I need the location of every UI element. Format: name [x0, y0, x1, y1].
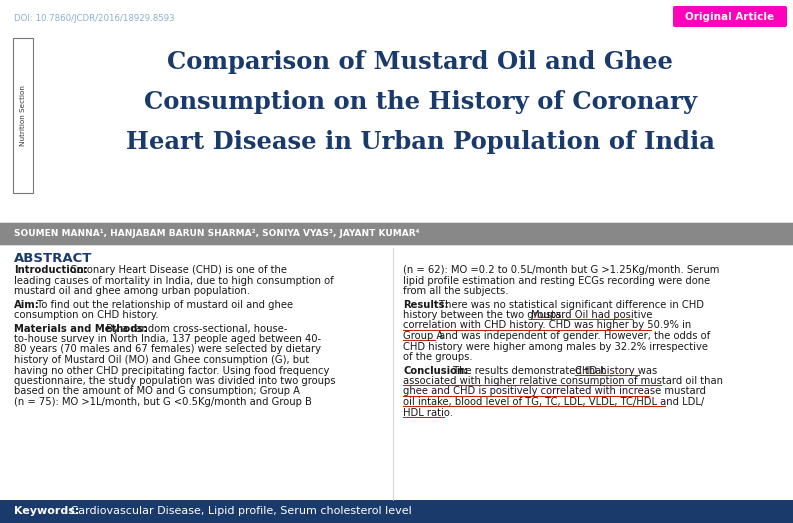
FancyBboxPatch shape: [673, 6, 787, 27]
Text: having no other CHD precipitating factor. Using food frequency: having no other CHD precipitating factor…: [14, 366, 329, 376]
Text: associated with higher relative consumption of mustard oil than: associated with higher relative consumpt…: [403, 376, 723, 386]
Text: Coronary Heart Disease (CHD) is one of the: Coronary Heart Disease (CHD) is one of t…: [67, 265, 287, 275]
Text: to-house survey in North India, 137 people aged between 40-: to-house survey in North India, 137 peop…: [14, 334, 321, 344]
Text: (n = 62): MO =0.2 to 0.5L/month but G >1.25Kg/month. Serum: (n = 62): MO =0.2 to 0.5L/month but G >1…: [403, 265, 719, 275]
Bar: [0, 223, 793, 245]
Text: from all the subjects.: from all the subjects.: [403, 286, 508, 296]
Text: Conclusion:: Conclusion:: [403, 366, 468, 376]
Text: The results demonstrated that: The results demonstrated that: [450, 366, 608, 376]
Text: Cardiovascular Disease, Lipid profile, Serum cholesterol level: Cardiovascular Disease, Lipid profile, S…: [67, 506, 412, 517]
Text: lipid profile estimation and resting ECGs recording were done: lipid profile estimation and resting ECG…: [403, 276, 711, 286]
Text: CHD history were higher among males by 32.2% irrespective: CHD history were higher among males by 3…: [403, 342, 708, 351]
Text: HDL ratio.: HDL ratio.: [403, 407, 453, 417]
Text: ABSTRACT: ABSTRACT: [14, 252, 92, 265]
FancyBboxPatch shape: [13, 38, 33, 193]
Text: Keywords:: Keywords:: [14, 506, 79, 517]
Text: Results:: Results:: [403, 300, 449, 310]
Text: There was no statistical significant difference in CHD: There was no statistical significant dif…: [436, 300, 704, 310]
Bar: [0, 500, 793, 523]
Text: (n = 75): MO >1L/month, but G <0.5Kg/month and Group B: (n = 75): MO >1L/month, but G <0.5Kg/mon…: [14, 397, 312, 407]
Text: To find out the relationship of mustard oil and ghee: To find out the relationship of mustard …: [34, 300, 293, 310]
Text: mustard oil and ghee among urban population.: mustard oil and ghee among urban populat…: [14, 286, 250, 296]
Text: consumption on CHD history.: consumption on CHD history.: [14, 310, 159, 320]
Text: questionnaire, the study population was divided into two groups: questionnaire, the study population was …: [14, 376, 335, 386]
Text: CHD history was: CHD history was: [575, 366, 657, 376]
Text: of the groups.: of the groups.: [403, 352, 473, 362]
Text: leading causes of mortality in India, due to high consumption of: leading causes of mortality in India, du…: [14, 276, 334, 286]
Text: Mustard Oil had positive: Mustard Oil had positive: [531, 310, 653, 320]
Text: SOUMEN MANNA¹, HANJABAM BARUN SHARMA², SONIYA VYAS³, JAYANT KUMAR⁴: SOUMEN MANNA¹, HANJABAM BARUN SHARMA², S…: [14, 230, 419, 238]
Text: Heart Disease in Urban Population of India: Heart Disease in Urban Population of Ind…: [125, 130, 714, 154]
Text: and was independent of gender. However, the odds of: and was independent of gender. However, …: [436, 331, 711, 341]
Text: Aim:: Aim:: [14, 300, 40, 310]
Text: history of Mustard Oil (MO) and Ghee consumption (G), but: history of Mustard Oil (MO) and Ghee con…: [14, 355, 309, 365]
Text: By a random cross-sectional, house-: By a random cross-sectional, house-: [103, 324, 288, 334]
Text: Group A: Group A: [403, 331, 443, 341]
Text: Original Article: Original Article: [685, 12, 775, 21]
Text: 80 years (70 males and 67 females) were selected by dietary: 80 years (70 males and 67 females) were …: [14, 345, 321, 355]
Text: Comparison of Mustard Oil and Ghee: Comparison of Mustard Oil and Ghee: [167, 50, 673, 74]
Text: correlation with CHD history. CHD was higher by 50.9% in: correlation with CHD history. CHD was hi…: [403, 321, 691, 331]
Text: Nutrition Section: Nutrition Section: [20, 85, 26, 146]
Text: ghee and CHD is positively correlated with increase mustard: ghee and CHD is positively correlated wi…: [403, 386, 706, 396]
Text: Consumption on the History of Coronary: Consumption on the History of Coronary: [144, 90, 696, 114]
Text: Materials and Methods:: Materials and Methods:: [14, 324, 147, 334]
Text: based on the amount of MO and G consumption; Group A: based on the amount of MO and G consumpt…: [14, 386, 300, 396]
Text: history between the two groups.: history between the two groups.: [403, 310, 568, 320]
Text: DOI: 10.7860/JCDR/2016/18929.8593: DOI: 10.7860/JCDR/2016/18929.8593: [14, 14, 174, 23]
Text: Introduction:: Introduction:: [14, 265, 88, 275]
Text: oil intake, blood level of TG, TC, LDL, VLDL, TC/HDL and LDL/: oil intake, blood level of TG, TC, LDL, …: [403, 397, 704, 407]
